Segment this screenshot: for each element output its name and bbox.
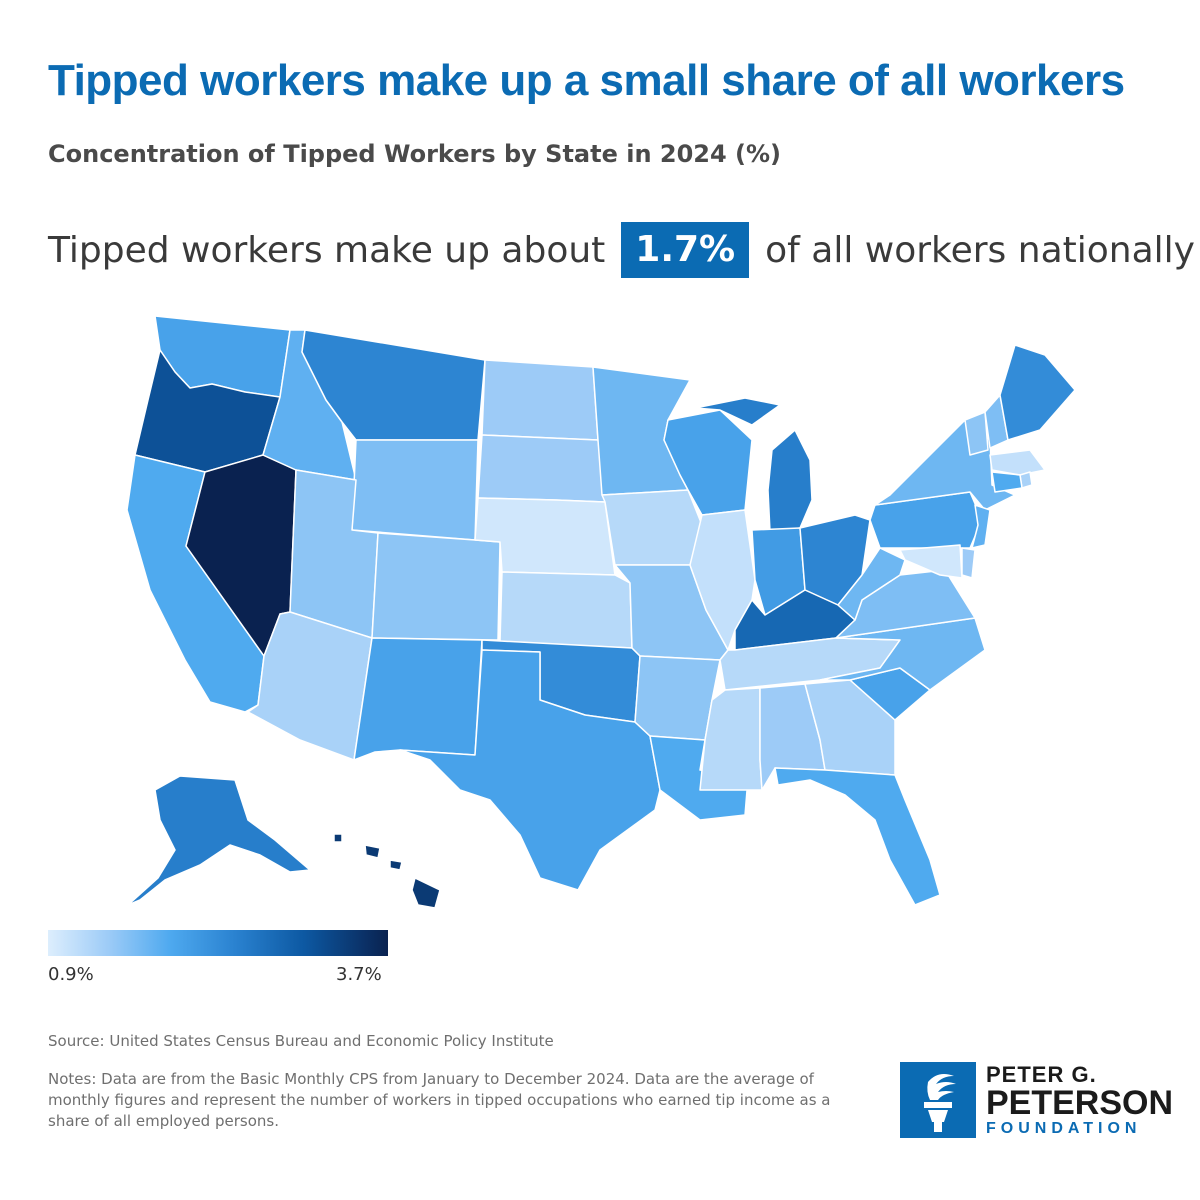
state-ma — [989, 449, 1046, 476]
state-fl — [774, 767, 941, 906]
state-de — [961, 547, 976, 579]
state-md — [899, 544, 963, 579]
state-nj — [971, 504, 991, 549]
state-ak — [127, 775, 311, 906]
state-mi — [694, 397, 813, 533]
logo-text-line1: PETER G. — [986, 1062, 1097, 1087]
state-nd — [481, 359, 599, 441]
national-share-badge: 1.7% — [621, 222, 750, 278]
state-ct — [991, 471, 1023, 493]
peterson-foundation-logo: PETER G. PETERSON FOUNDATION — [900, 1062, 1173, 1142]
legend-max-label: 3.7% — [336, 964, 382, 985]
source-note: Source: United States Census Bureau and … — [48, 1032, 554, 1050]
state-wv — [837, 547, 906, 621]
state-me — [999, 344, 1076, 441]
state-ks — [499, 571, 633, 649]
state-vt — [964, 411, 989, 456]
chart-title: Tipped workers make up a small share of … — [48, 56, 1125, 105]
chart-subtitle: Concentration of Tipped Workers by State… — [48, 140, 782, 168]
state-sd — [477, 434, 606, 503]
logo-text-line2: PETERSON — [986, 1084, 1174, 1122]
national-callout: Tipped workers make up about 1.7% of all… — [48, 222, 1195, 278]
legend-min-label: 0.9% — [48, 964, 94, 985]
state-co — [371, 532, 501, 641]
color-scale-legend — [48, 930, 388, 956]
state-tx — [399, 649, 661, 891]
state-ia — [601, 489, 703, 566]
callout-suffix: of all workers nationally — [765, 229, 1195, 271]
data-notes: Notes: Data are from the Basic Monthly C… — [48, 1070, 831, 1130]
logo-text-line3: FOUNDATION — [986, 1120, 1142, 1137]
callout-prefix: Tipped workers make up about — [48, 229, 606, 271]
state-hi — [333, 833, 441, 909]
torch-icon — [900, 1062, 976, 1138]
state-nc — [819, 617, 986, 691]
state-wy — [351, 439, 479, 541]
state-nm — [353, 637, 483, 761]
